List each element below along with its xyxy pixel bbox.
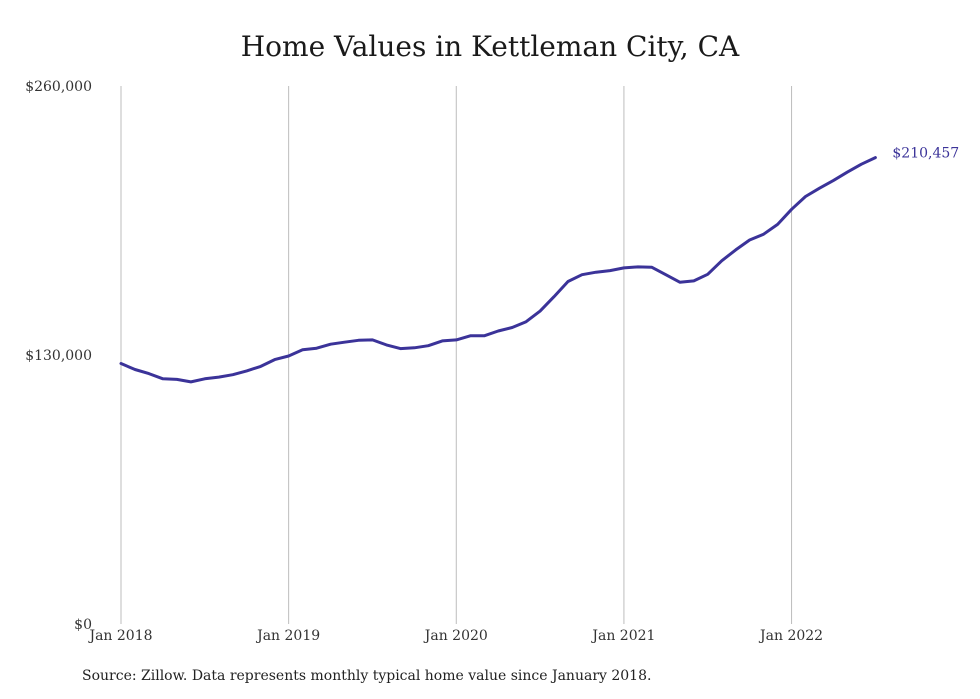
chart-title: Home Values in Kettleman City, CA: [240, 30, 740, 63]
y-tick-label: $260,000: [25, 79, 92, 95]
end-value-label: $210,457: [892, 146, 959, 162]
x-tick-label: Jan 2021: [590, 628, 655, 644]
x-tick-label: Jan 2022: [758, 628, 823, 644]
x-tick-label: Jan 2018: [87, 628, 152, 644]
x-tick-label: Jan 2020: [423, 628, 488, 644]
series-line: [119, 156, 877, 384]
y-tick-label: $130,000: [25, 348, 92, 364]
y-tick-label: $0: [74, 617, 92, 633]
source-note: Source: Zillow. Data represents monthly …: [82, 668, 652, 684]
x-tick-label: Jan 2019: [255, 628, 320, 644]
